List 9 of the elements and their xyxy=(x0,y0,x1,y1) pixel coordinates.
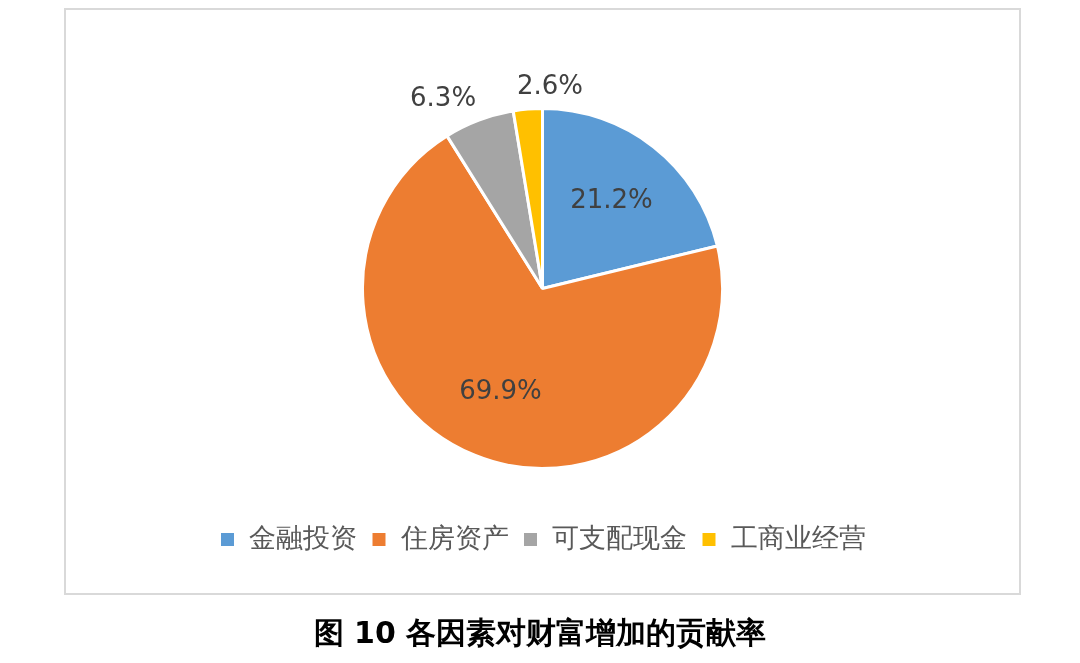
legend-label: 工商业经营 xyxy=(730,521,866,553)
legend-label: 可支配现金 xyxy=(552,521,687,553)
legend-label: 金融投资 xyxy=(249,521,357,553)
legend-label: 住房资产 xyxy=(399,521,509,553)
data-label: 6.3% xyxy=(410,82,477,113)
text: 图 10 各因素对财富增加的贡献率 xyxy=(312,614,768,652)
data-label: 69.9% xyxy=(459,374,542,405)
data-label: 21.2% xyxy=(570,183,653,214)
data-label: 2.6% xyxy=(516,69,584,100)
